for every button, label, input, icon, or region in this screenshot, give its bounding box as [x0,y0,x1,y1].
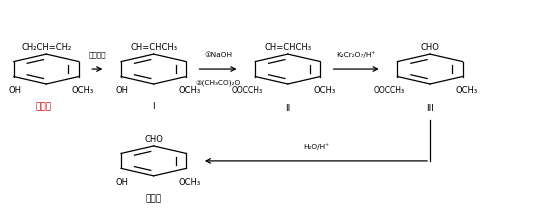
Text: 丁香酚: 丁香酚 [36,102,52,111]
Text: CH=CHCH₃: CH=CHCH₃ [130,43,177,52]
Text: 香草醒: 香草醒 [146,194,162,203]
Text: CHO: CHO [421,43,440,52]
Text: OCH₃: OCH₃ [313,86,335,95]
Text: OOCCH₃: OOCCH₃ [231,86,263,95]
Text: 一定条件: 一定条件 [89,52,106,58]
Text: I: I [152,102,155,111]
Text: OOCCH₃: OOCCH₃ [373,86,405,95]
Text: OCH₃: OCH₃ [179,86,201,95]
Text: III: III [426,104,434,113]
Text: II: II [285,104,291,113]
Text: OCH₃: OCH₃ [179,178,201,187]
Text: OCH₃: OCH₃ [72,86,94,95]
Text: H₂O/H⁺: H₂O/H⁺ [303,143,329,150]
Text: OH: OH [8,86,21,95]
Text: ①NaOH: ①NaOH [204,52,232,58]
Text: ②(CH₃CO)₂O: ②(CH₃CO)₂O [195,80,240,86]
Text: CH₂CH=CH₂: CH₂CH=CH₂ [21,43,72,52]
Text: CHO: CHO [144,135,163,144]
Text: OH: OH [116,178,129,187]
Text: K₂Cr₂O₇/H⁺: K₂Cr₂O₇/H⁺ [336,52,376,58]
Text: OCH₃: OCH₃ [455,86,477,95]
Text: OH: OH [116,86,129,95]
Text: CH=CHCH₃: CH=CHCH₃ [264,43,312,52]
